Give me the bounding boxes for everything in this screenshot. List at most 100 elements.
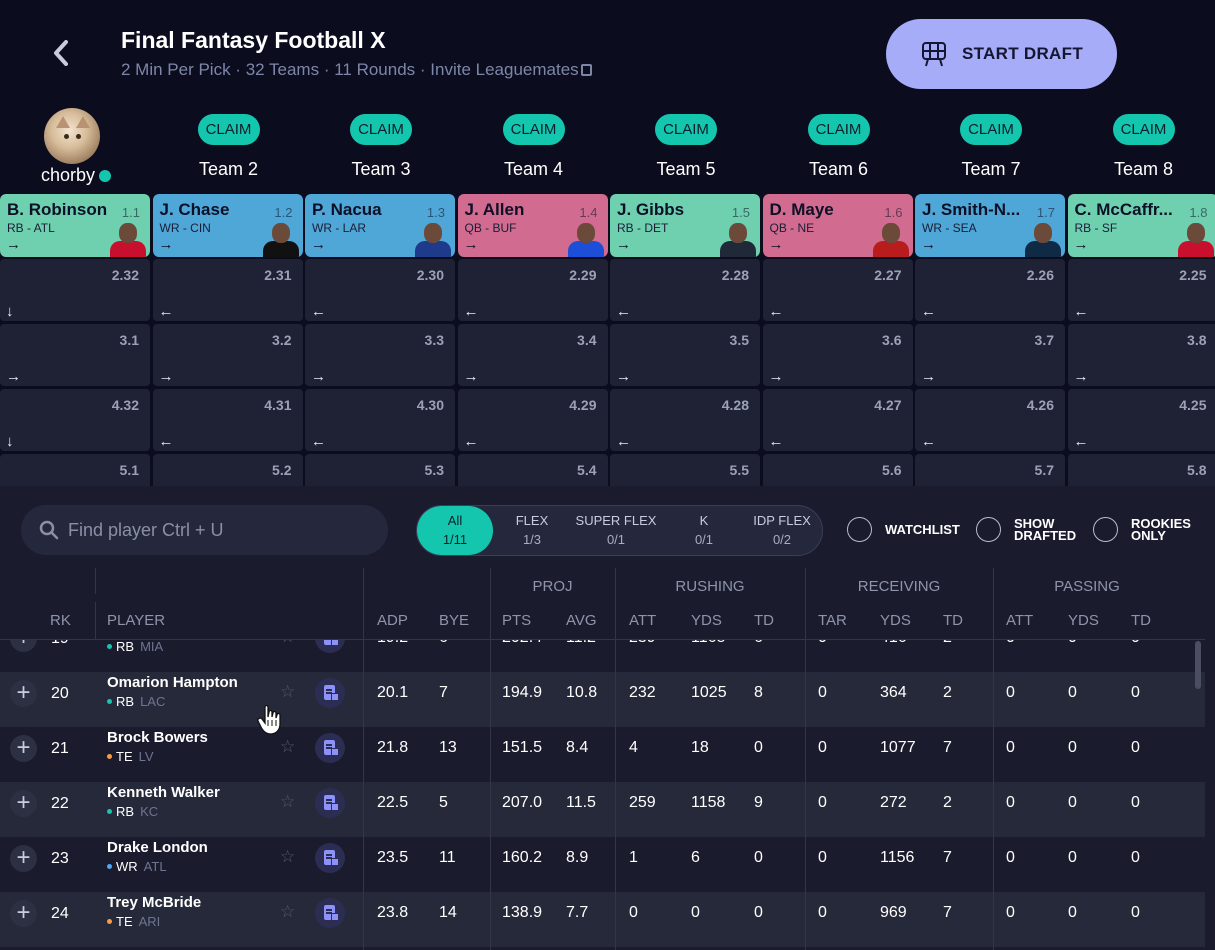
empty-pick-slot[interactable]: 4.29 ←: [457, 389, 608, 451]
empty-pick-slot[interactable]: 5.5: [610, 454, 760, 486]
plus-icon[interactable]: +: [10, 790, 37, 817]
plus-icon[interactable]: +: [10, 845, 37, 872]
player-name[interactable]: Omarion Hampton: [107, 674, 238, 691]
search-input[interactable]: Find player Ctrl + U: [21, 505, 388, 555]
claim-button[interactable]: CLAIM: [1112, 114, 1175, 145]
column-header[interactable]: TD: [1131, 612, 1151, 629]
star-icon[interactable]: ☆: [280, 902, 296, 921]
note-add-icon[interactable]: [315, 843, 345, 873]
plus-icon[interactable]: +: [10, 680, 37, 707]
plus-icon[interactable]: +: [10, 735, 37, 762]
drafted-pick-card[interactable]: D. Maye 1.6 QB - NE →: [762, 194, 913, 257]
player-name[interactable]: Trey McBride: [107, 894, 202, 911]
empty-pick-slot[interactable]: 3.1 →: [0, 324, 150, 386]
table-row[interactable]: +23 Drake London WR ATL ☆ 23.5 11 160.2 8.9 1 6 0 0 1…: [0, 837, 1205, 892]
empty-pick-slot[interactable]: 3.4 →: [457, 324, 608, 386]
star-icon[interactable]: ☆: [280, 847, 296, 866]
table-row[interactable]: +20 Omarion Hampton RB LAC ☆ 20.1 7 194.9 10.8 23…: [0, 672, 1205, 727]
drafted-pick-card[interactable]: P. Nacua 1.3 WR - LAR →: [305, 194, 455, 257]
star-icon[interactable]: ☆: [280, 737, 296, 756]
empty-pick-slot[interactable]: 4.27 ←: [762, 389, 913, 451]
table-row[interactable]: +22 Kenneth Walker RB KC ☆ 22.5 5 207.0 11.5 259 1…: [0, 782, 1205, 837]
star-icon[interactable]: ☆: [280, 640, 295, 647]
column-header[interactable]: PLAYER: [107, 612, 166, 629]
empty-pick-slot[interactable]: 4.32 ↓: [0, 389, 150, 451]
star-icon[interactable]: ☆: [280, 792, 296, 811]
copy-icon[interactable]: [580, 64, 592, 76]
empty-pick-slot[interactable]: 4.25 ←: [1067, 389, 1215, 451]
column-header[interactable]: PTS: [502, 612, 532, 629]
back-button[interactable]: [46, 36, 76, 70]
plus-icon[interactable]: +: [10, 900, 37, 927]
radio-circle[interactable]: [847, 517, 872, 542]
empty-pick-slot[interactable]: 2.29 ←: [457, 259, 608, 321]
player-name[interactable]: Drake London: [107, 839, 208, 856]
star-icon[interactable]: ☆: [280, 682, 296, 701]
claim-button[interactable]: CLAIM: [807, 114, 870, 145]
table-row[interactable]: +21 Brock Bowers TE LV ☆ 21.8 13 151.5 8.4 4 18 0 0 1…: [0, 727, 1205, 782]
filter-tab[interactable]: SUPER FLEX 0/1: [567, 506, 665, 555]
drafted-pick-card[interactable]: C. McCaffr... 1.8 RB - SF →: [1067, 194, 1215, 257]
player-name[interactable]: Kenneth Walker: [107, 784, 220, 801]
column-header[interactable]: YDS: [1068, 612, 1099, 629]
filter-tab[interactable]: All 1/11: [417, 506, 493, 555]
column-header[interactable]: AVG: [566, 612, 597, 629]
radio-circle[interactable]: [1093, 517, 1118, 542]
filter-tab[interactable]: FLEX 1/3: [499, 506, 565, 555]
empty-pick-slot[interactable]: 2.27 ←: [762, 259, 913, 321]
toggle-option[interactable]: SHOW DRAFTED: [976, 517, 1076, 542]
drafted-pick-card[interactable]: J. Gibbs 1.5 RB - DET →: [610, 194, 760, 257]
claim-button[interactable]: CLAIM: [655, 114, 717, 145]
empty-pick-slot[interactable]: 2.32 ↓: [0, 259, 150, 321]
empty-pick-slot[interactable]: 4.31 ←: [152, 389, 303, 451]
empty-pick-slot[interactable]: 3.7 →: [915, 324, 1065, 386]
league-subtitle[interactable]: 2 Min Per Pick · 32 Teams · 11 Rounds · …: [121, 60, 592, 80]
toggle-option[interactable]: WATCHLIST: [847, 517, 960, 542]
player-name[interactable]: Brock Bowers: [107, 729, 208, 746]
note-add-icon[interactable]: [315, 788, 345, 818]
empty-pick-slot[interactable]: 3.6 →: [762, 324, 913, 386]
empty-pick-slot[interactable]: 5.6: [762, 454, 913, 486]
scrollbar[interactable]: [1195, 641, 1201, 689]
column-header[interactable]: ADP: [377, 612, 408, 629]
plus-icon[interactable]: +: [10, 640, 37, 652]
table-row[interactable]: +19De'Von AchaneRBMIA☆19.26202.411.22391…: [0, 640, 1205, 672]
empty-pick-slot[interactable]: 2.31 ←: [152, 259, 303, 321]
column-header[interactable]: YDS: [691, 612, 722, 629]
empty-pick-slot[interactable]: 5.4: [457, 454, 608, 486]
empty-pick-slot[interactable]: 4.30 ←: [305, 389, 455, 451]
drafted-pick-card[interactable]: B. Robinson 1.1 RB - ATL →: [0, 194, 150, 257]
column-header[interactable]: ATT: [629, 612, 657, 629]
empty-pick-slot[interactable]: 5.7: [915, 454, 1065, 486]
empty-pick-slot[interactable]: 2.25 ←: [1067, 259, 1215, 321]
empty-pick-slot[interactable]: 3.2 →: [152, 324, 303, 386]
note-add-icon[interactable]: [315, 898, 345, 928]
empty-pick-slot[interactable]: 5.1: [0, 454, 150, 486]
filter-tab[interactable]: IDP FLEX 0/2: [743, 506, 821, 555]
claim-button[interactable]: CLAIM: [350, 114, 412, 145]
empty-pick-slot[interactable]: 4.26 ←: [915, 389, 1065, 451]
start-draft-button[interactable]: START DRAFT: [886, 19, 1117, 89]
empty-pick-slot[interactable]: 2.28 ←: [610, 259, 760, 321]
column-header[interactable]: TD: [943, 612, 963, 629]
note-add-icon[interactable]: [315, 733, 345, 763]
empty-pick-slot[interactable]: 3.3 →: [305, 324, 455, 386]
empty-pick-slot[interactable]: 5.8: [1067, 454, 1215, 486]
radio-circle[interactable]: [976, 517, 1001, 542]
team-slot-user[interactable]: chorby: [0, 105, 152, 193]
claim-button[interactable]: CLAIM: [960, 114, 1022, 145]
empty-pick-slot[interactable]: 5.2: [152, 454, 303, 486]
empty-pick-slot[interactable]: 4.28 ←: [610, 389, 760, 451]
toggle-option[interactable]: ROOKIES ONLY: [1093, 517, 1191, 542]
claim-button[interactable]: CLAIM: [197, 114, 260, 145]
note-add-icon[interactable]: [315, 640, 345, 653]
column-header[interactable]: TD: [754, 612, 774, 629]
column-header[interactable]: BYE: [439, 612, 470, 629]
empty-pick-slot[interactable]: 2.26 ←: [915, 259, 1065, 321]
column-header[interactable]: TAR: [818, 612, 847, 629]
empty-pick-slot[interactable]: 5.3: [305, 454, 455, 486]
column-header[interactable]: YDS: [880, 612, 911, 629]
claim-button[interactable]: CLAIM: [502, 114, 565, 145]
filter-tab[interactable]: K 0/1: [669, 506, 739, 555]
drafted-pick-card[interactable]: J. Smith-N... 1.7 WR - SEA →: [915, 194, 1065, 257]
